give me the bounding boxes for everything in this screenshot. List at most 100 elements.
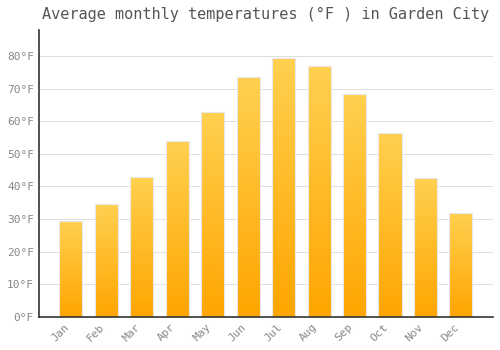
Bar — [308, 219, 330, 222]
Bar — [60, 237, 82, 238]
Bar — [201, 278, 224, 280]
Bar — [343, 98, 366, 100]
Bar — [60, 252, 82, 253]
Bar — [272, 221, 295, 224]
Bar — [308, 154, 330, 156]
Bar — [95, 262, 118, 263]
Bar — [166, 176, 189, 178]
Bar — [343, 263, 366, 265]
Bar — [343, 178, 366, 181]
Bar — [414, 315, 437, 317]
Bar — [308, 302, 330, 304]
Bar — [414, 192, 437, 194]
Bar — [130, 231, 154, 233]
Bar — [95, 315, 118, 316]
Bar — [308, 282, 330, 284]
Bar — [343, 301, 366, 303]
Bar — [378, 309, 402, 311]
Bar — [236, 128, 260, 130]
Bar — [450, 236, 472, 237]
Bar — [60, 301, 82, 302]
Bar — [60, 244, 82, 245]
Bar — [201, 290, 224, 292]
Bar — [272, 234, 295, 237]
Bar — [378, 299, 402, 300]
Bar — [201, 186, 224, 188]
Bar — [343, 103, 366, 105]
Bar — [130, 314, 154, 315]
Bar — [414, 247, 437, 249]
Bar — [236, 178, 260, 180]
Bar — [60, 226, 82, 228]
Bar — [166, 153, 189, 155]
Bar — [60, 272, 82, 273]
Bar — [236, 243, 260, 245]
Bar — [450, 313, 472, 314]
Bar — [95, 212, 118, 214]
Bar — [236, 276, 260, 279]
Bar — [308, 226, 330, 229]
Bar — [236, 302, 260, 305]
Bar — [130, 275, 154, 276]
Bar — [450, 293, 472, 294]
Bar — [130, 289, 154, 290]
Bar — [343, 138, 366, 140]
Bar — [95, 254, 118, 255]
Bar — [414, 195, 437, 196]
Bar — [272, 89, 295, 91]
Bar — [450, 290, 472, 291]
Bar — [343, 292, 366, 294]
Bar — [130, 210, 154, 212]
Bar — [378, 159, 402, 160]
Bar — [60, 310, 82, 311]
Bar — [95, 206, 118, 208]
Bar — [95, 243, 118, 244]
Bar — [130, 196, 154, 198]
Bar — [236, 180, 260, 183]
Bar — [414, 281, 437, 282]
Bar — [343, 237, 366, 239]
Bar — [201, 255, 224, 257]
Bar — [95, 226, 118, 227]
Bar — [343, 276, 366, 279]
Bar — [450, 307, 472, 308]
Bar — [343, 210, 366, 212]
Bar — [308, 89, 330, 91]
Bar — [414, 203, 437, 205]
Bar — [236, 231, 260, 233]
Bar — [414, 276, 437, 278]
Bar — [60, 235, 82, 236]
Bar — [378, 251, 402, 252]
Bar — [450, 231, 472, 232]
Bar — [236, 269, 260, 271]
Bar — [343, 118, 366, 120]
Bar — [166, 152, 189, 153]
Bar — [414, 293, 437, 295]
Bar — [60, 284, 82, 285]
Bar — [308, 279, 330, 282]
Bar — [166, 169, 189, 171]
Bar — [95, 265, 118, 266]
Bar — [166, 217, 189, 218]
Bar — [95, 268, 118, 270]
Bar — [166, 206, 189, 208]
Bar — [201, 198, 224, 200]
Bar — [450, 299, 472, 300]
Bar — [343, 163, 366, 165]
Bar — [272, 130, 295, 133]
Bar — [201, 226, 224, 229]
Bar — [450, 269, 472, 270]
Bar — [236, 252, 260, 254]
Bar — [378, 238, 402, 239]
Bar — [378, 188, 402, 190]
Bar — [308, 201, 330, 204]
Bar — [236, 262, 260, 264]
Bar — [201, 169, 224, 171]
Bar — [272, 151, 295, 154]
Bar — [308, 99, 330, 101]
Bar — [130, 209, 154, 210]
Bar — [450, 278, 472, 279]
Bar — [60, 228, 82, 229]
Bar — [272, 141, 295, 143]
Bar — [130, 185, 154, 187]
